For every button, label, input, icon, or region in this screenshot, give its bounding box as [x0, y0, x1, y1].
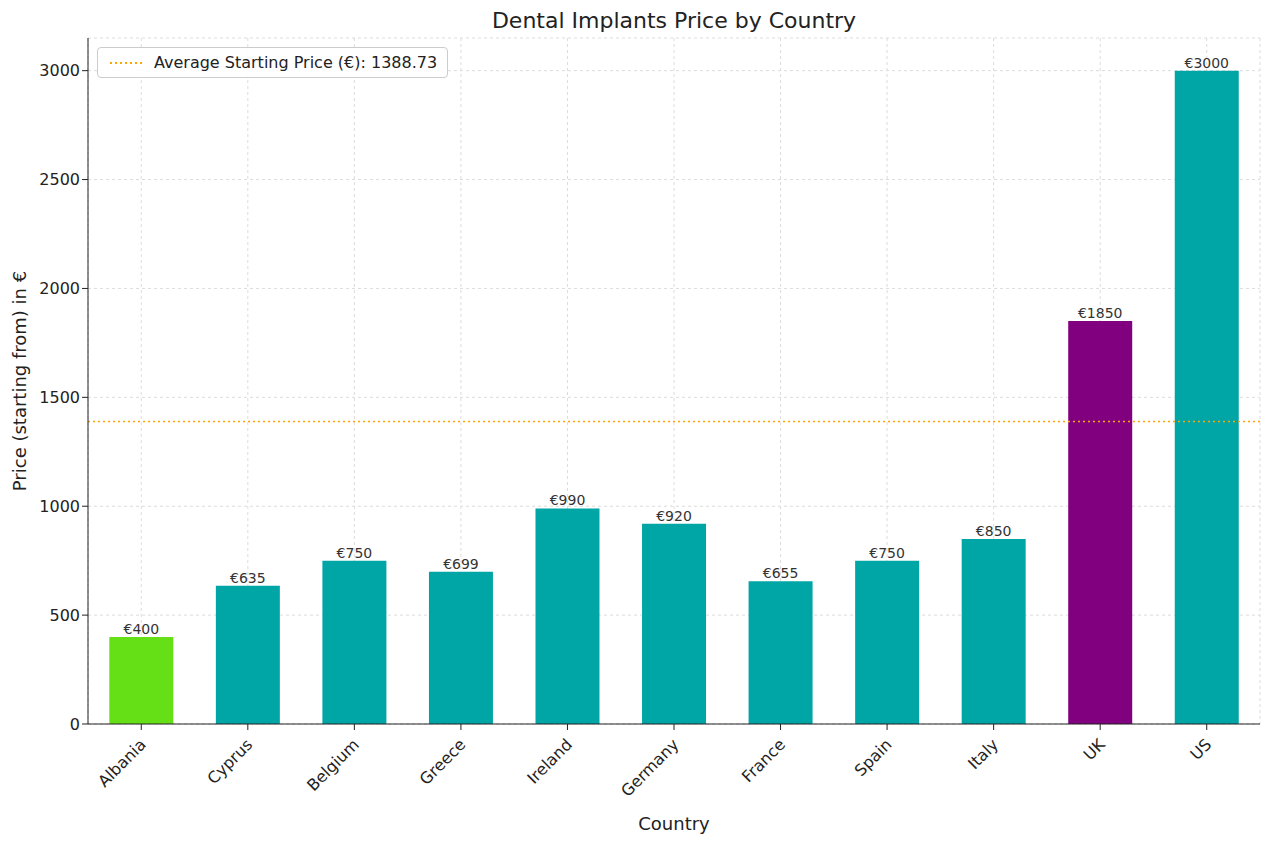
svg-text:€920: €920: [656, 508, 692, 524]
svg-text:Cyprus: Cyprus: [203, 735, 256, 788]
svg-text:Greece: Greece: [416, 735, 470, 789]
svg-text:€850: €850: [976, 523, 1012, 539]
svg-text:Italy: Italy: [964, 735, 1002, 773]
svg-text:Germany: Germany: [617, 735, 682, 800]
svg-text:1500: 1500: [39, 388, 80, 407]
html-text:Dental Implants Price by Count: Dental Implants Price by Country: [491, 8, 857, 33]
svg-text:€750: €750: [337, 545, 373, 561]
svg-text:€635: €635: [230, 570, 266, 586]
svg-text:2000: 2000: [39, 279, 80, 298]
svg-text:3000: 3000: [39, 61, 80, 80]
svg-text:Albania: Albania: [94, 735, 150, 791]
svg-text:Ireland: Ireland: [523, 735, 576, 788]
svg-text:€655: €655: [763, 565, 799, 581]
svg-text:€699: €699: [443, 556, 479, 572]
svg-text:€990: €990: [550, 492, 586, 508]
svg-text:€1850: €1850: [1078, 305, 1123, 321]
svg-text:€400: €400: [123, 621, 159, 637]
svg-text:2500: 2500: [39, 170, 80, 189]
svg-text:€750: €750: [869, 545, 905, 561]
html-text:Average Starting Price (€): 13: Average Starting Price (€): 1388.73: [154, 53, 438, 72]
svg-text:US: US: [1186, 735, 1215, 764]
svg-text:0: 0: [70, 715, 80, 734]
svg-text:Belgium: Belgium: [303, 735, 363, 795]
svg-text:€3000: €3000: [1184, 55, 1229, 71]
svg-text:UK: UK: [1080, 735, 1109, 764]
svg-text:Price (starting from) in €: Price (starting from) in €: [9, 271, 30, 491]
svg-text:Country: Country: [638, 813, 710, 834]
svg-text:France: France: [738, 735, 789, 786]
svg-text:500: 500: [49, 606, 80, 625]
svg-text:Spain: Spain: [851, 735, 896, 780]
svg-text:1000: 1000: [39, 497, 80, 516]
